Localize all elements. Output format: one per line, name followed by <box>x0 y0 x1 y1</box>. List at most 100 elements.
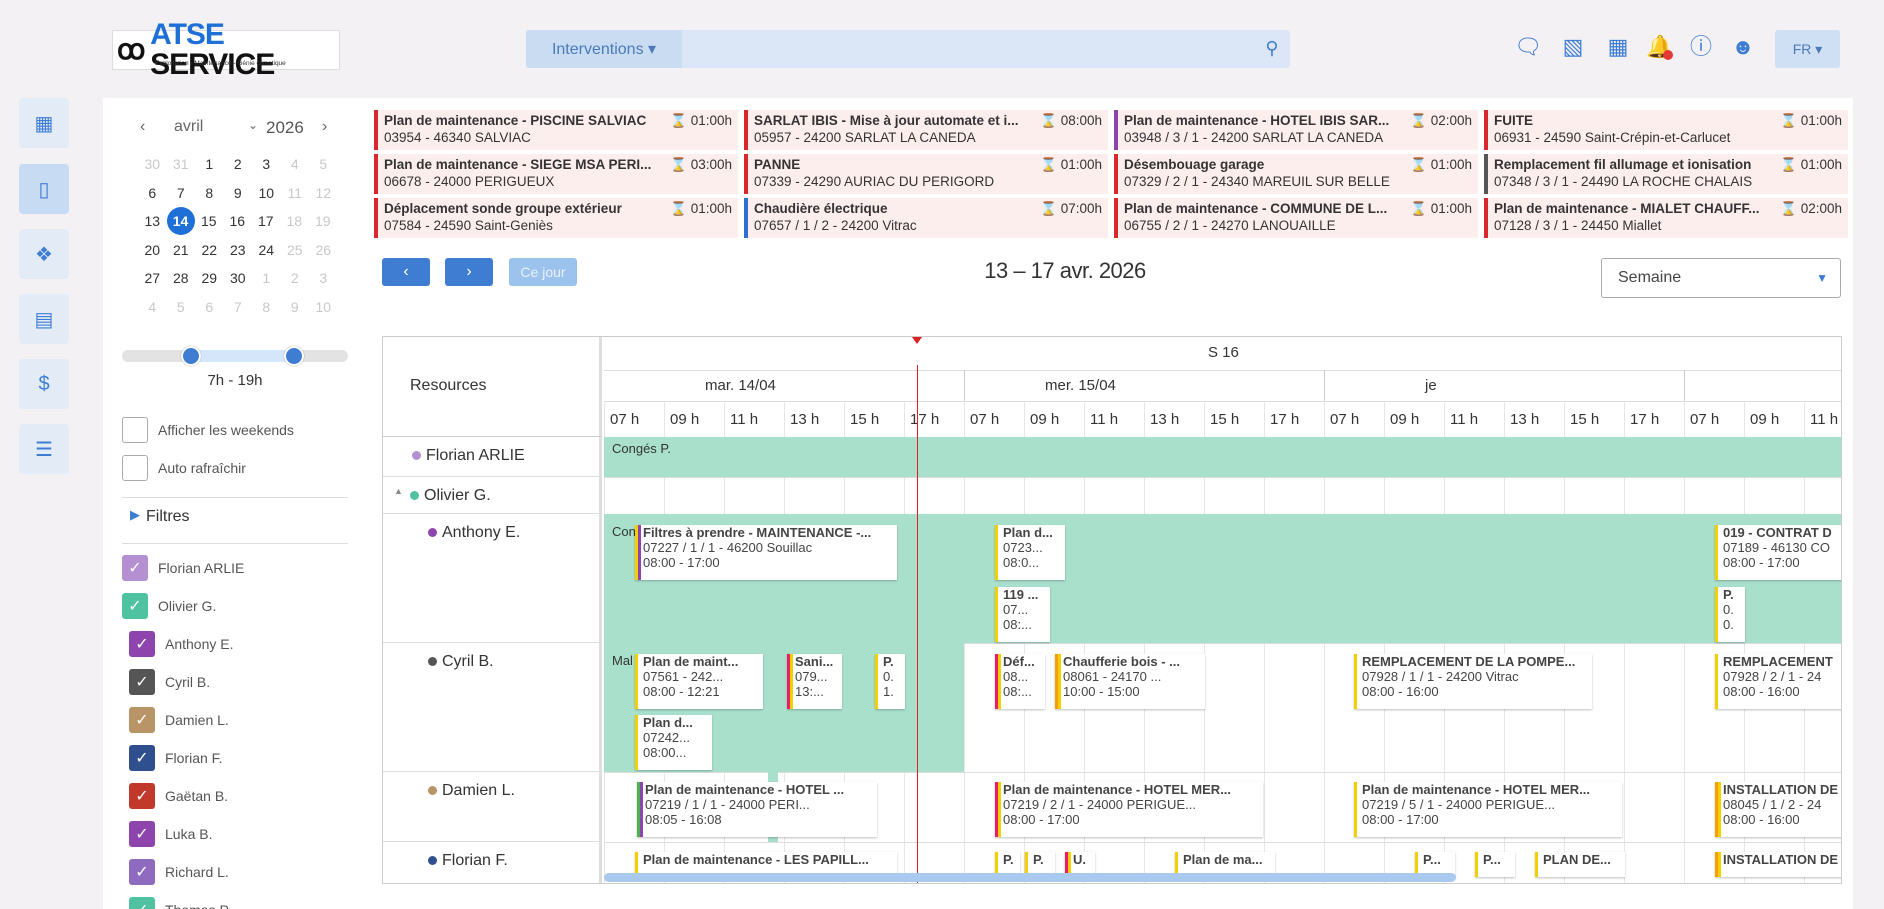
year-label[interactable]: 2026 <box>266 118 304 137</box>
filter-checkbox[interactable]: ✓ <box>129 707 155 733</box>
search-icon[interactable]: ⚲ <box>1265 38 1279 58</box>
scheduled-intervention[interactable]: INSTALLATION DE 08045 / 1 / 2 - 24 08:00 -… <box>1715 782 1841 837</box>
pending-intervention-card[interactable]: SARLAT IBIS - Mise à jour automate et i.… <box>744 110 1108 150</box>
calendar-day[interactable]: 31 <box>172 156 189 172</box>
next-month-icon[interactable]: › <box>322 118 328 135</box>
pending-intervention-card[interactable]: Chaudière électrique ⌛ 07:00h 07657 / 1 / … <box>744 198 1108 238</box>
calendar-day[interactable]: 9 <box>233 184 242 201</box>
scheduled-intervention[interactable]: 019 - CONTRAT D 07189 - 46130 CO 08:00 - 1… <box>1715 525 1841 580</box>
boxes-icon[interactable]: ❖ <box>19 229 69 279</box>
chat-icon[interactable]: 🗨 <box>1514 34 1542 59</box>
prev-button[interactable]: ‹ <box>382 258 430 286</box>
hours-slider-start-handle[interactable] <box>181 346 201 366</box>
calendar-day[interactable]: 17 <box>257 213 274 229</box>
calendar-day[interactable]: 13 <box>144 213 161 229</box>
filter-checkbox[interactable]: ✓ <box>129 897 155 909</box>
scheduled-intervention[interactable]: P. <box>995 852 1020 877</box>
auto-refresh-option[interactable]: Auto rafraîchir <box>122 455 246 481</box>
calendar-day[interactable]: 15 <box>200 213 217 229</box>
filter-checkbox[interactable]: ✓ <box>129 745 155 771</box>
scheduled-intervention[interactable]: Plan d... 07242... 08:00... <box>635 715 712 770</box>
filter-item[interactable]: ✓ Cyril B. <box>129 669 210 695</box>
scheduled-intervention[interactable]: U. <box>1065 852 1095 877</box>
calendar-day[interactable]: 25 <box>286 241 303 258</box>
scheduled-intervention[interactable]: REMPLACEMENT DE LA POMPE... 07928 / 1 / 1… <box>1354 654 1592 709</box>
calendar-day[interactable]: 8 <box>262 298 271 315</box>
calendar-day[interactable]: 24 <box>258 241 275 258</box>
pending-intervention-card[interactable]: Désembouage garage ⌛ 01:00h 07329 / 2 / 1 … <box>1114 154 1478 194</box>
calendar-day[interactable]: 20 <box>144 241 161 258</box>
filter-item[interactable]: ✓ Olivier G. <box>122 593 216 619</box>
filter-item[interactable]: ✓ Thomas P. <box>129 897 231 909</box>
scheduled-intervention[interactable]: Plan de maint... 07561 - 242... 08:00 - 12… <box>635 654 763 709</box>
calendar-day[interactable]: 8 <box>205 184 214 201</box>
scheduled-intervention[interactable]: Chaufferie bois - ... 08061 - 24170 ... 10… <box>1055 654 1205 709</box>
scheduled-intervention[interactable]: 119 ... 07... 08:... <box>995 587 1050 642</box>
pending-intervention-card[interactable]: Plan de maintenance - COMMUNE DE L... ⌛ 0… <box>1114 198 1478 238</box>
pending-intervention-card[interactable]: Plan de maintenance - SIEGE MSA PERI... ⌛… <box>374 154 738 194</box>
scheduled-intervention[interactable]: INSTALLATION DE <box>1715 852 1841 877</box>
filter-checkbox[interactable]: ✓ <box>129 821 155 847</box>
scheduled-intervention[interactable]: Plan d... 0723... 08:0... <box>995 525 1065 580</box>
filter-checkbox[interactable]: ✓ <box>129 631 155 657</box>
scheduled-intervention[interactable]: P... <box>1475 852 1515 877</box>
scheduled-intervention[interactable]: Déf... 08... 08:... <box>995 654 1045 709</box>
calendar-day[interactable]: 22 <box>201 241 218 258</box>
calendar-day[interactable]: 30 <box>144 156 161 172</box>
calendar-day[interactable]: 5 <box>176 298 185 315</box>
today-button[interactable]: Ce jour <box>509 258 577 286</box>
calendar-day[interactable]: 18 <box>286 213 303 229</box>
scheduled-intervention[interactable]: Plan de maintenance - HOTEL MER... 07219 … <box>995 782 1263 837</box>
filter-checkbox[interactable]: ✓ <box>129 669 155 695</box>
scheduled-intervention[interactable]: Plan de maintenance - HOTEL ... 07219 / 1… <box>637 782 877 837</box>
filter-checkbox[interactable]: ✓ <box>129 859 155 885</box>
calendar-day[interactable]: 23 <box>229 241 246 258</box>
task-list-icon[interactable]: ☰ <box>19 424 69 474</box>
help-icon[interactable]: ⓘ <box>1689 34 1712 59</box>
filter-item[interactable]: ✓ Gaëtan B. <box>129 783 228 809</box>
resource-row[interactable]: Florian ARLIE <box>383 437 602 477</box>
chevron-down-icon[interactable]: ⌄ <box>248 118 259 132</box>
calendar-day[interactable]: 9 <box>290 298 299 315</box>
scheduled-intervention[interactable]: Plan de maintenance - HOTEL MER... 07219 … <box>1354 782 1622 837</box>
calendar-day[interactable]: 12 <box>315 184 332 201</box>
document-icon[interactable]: ▤ <box>19 294 69 344</box>
resource-row[interactable]: Anthony E. <box>383 514 602 643</box>
resource-row[interactable]: Damien L. <box>383 772 602 842</box>
scheduled-intervention[interactable]: P. 0. 0. <box>1715 587 1745 642</box>
mobile-icon[interactable]: ▯ <box>19 164 69 214</box>
caret-right-icon[interactable]: ▶ <box>130 507 140 522</box>
filter-checkbox[interactable]: ✓ <box>129 783 155 809</box>
table-icon[interactable]: ▦ <box>1607 34 1629 59</box>
calendar-day[interactable]: 16 <box>229 213 246 229</box>
filter-item[interactable]: ✓ Damien L. <box>129 707 229 733</box>
pending-intervention-card[interactable]: Déplacement sonde groupe extérieur ⌛ 01:0… <box>374 198 738 238</box>
calendar-day[interactable]: 29 <box>201 270 218 286</box>
hours-slider-end-handle[interactable] <box>284 346 304 366</box>
auto-refresh-checkbox[interactable] <box>122 455 148 481</box>
calendar-day[interactable]: 7 <box>176 184 185 201</box>
calendar-day[interactable]: 21 <box>172 241 189 258</box>
language-dropdown[interactable]: FR ▾ <box>1775 30 1840 68</box>
calendar-day[interactable]: 10 <box>258 184 275 201</box>
search-scope-dropdown[interactable]: Interventions ▾ <box>526 30 682 68</box>
calendar-day[interactable]: 3 <box>262 156 271 172</box>
filter-checkbox[interactable]: ✓ <box>122 593 148 619</box>
weekends-option[interactable]: Afficher les weekends <box>122 417 294 443</box>
weekends-checkbox[interactable] <box>122 417 148 443</box>
scheduled-intervention[interactable]: Filtres à prendre - MAINTENANCE -... 0722… <box>635 525 897 580</box>
calendar-day[interactable]: 30 <box>229 270 246 286</box>
filter-item[interactable]: ✓ Florian ARLIE <box>122 555 244 581</box>
building-icon[interactable]: ▦ <box>19 98 69 148</box>
brand-logo[interactable]: ꝏ ATSE SERVICE Exploitation - Maintenanc… <box>112 20 340 80</box>
calendar-day[interactable]: 3 <box>319 270 328 286</box>
calendar-day[interactable]: 5 <box>319 156 328 172</box>
filter-item[interactable]: ✓ Richard L. <box>129 859 229 885</box>
resource-row[interactable]: ▲ Olivier G. <box>383 477 602 514</box>
pending-intervention-card[interactable]: Plan de maintenance - PISCINE SALVIAC ⌛ 0… <box>374 110 738 150</box>
calendar-day[interactable]: 6 <box>148 184 157 201</box>
pending-intervention-card[interactable]: PANNE ⌛ 01:00h 07339 - 24290 AURIAC DU PER… <box>744 154 1108 194</box>
resource-row[interactable]: Florian F. <box>383 842 602 883</box>
view-select[interactable]: Semaine ▼ <box>1601 258 1841 298</box>
horizontal-scrollbar[interactable] <box>604 873 1456 882</box>
